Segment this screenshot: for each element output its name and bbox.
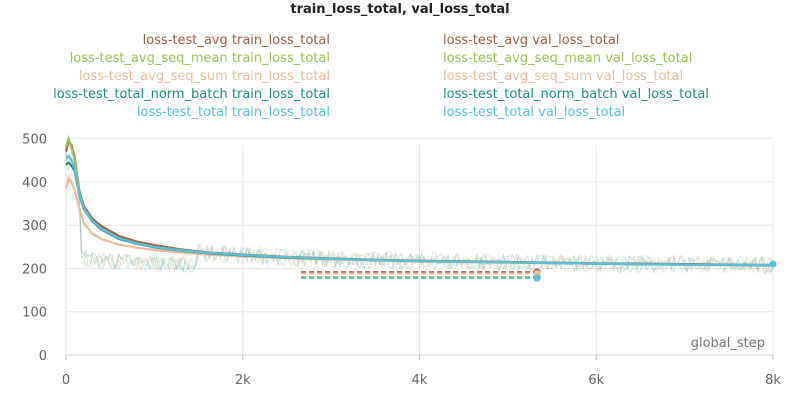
- chart-title: train_loss_total, val_loss_total: [290, 2, 509, 17]
- raw-trace-loss-test-total-train-loss-total: [65, 148, 774, 275]
- y-tick-label: 400: [22, 176, 47, 191]
- legend-item-loss-test-total-val-loss-total: loss-test_total val_loss_total: [443, 105, 625, 120]
- x-tick-label: 8k: [765, 373, 781, 388]
- legend-item-loss-test-avg-seq-mean-val-loss-total: loss-test_avg_seq_mean val_loss_total: [443, 51, 692, 66]
- x-tick-label: 6k: [588, 373, 604, 388]
- raw-trace-loss-test-avg-seq-mean-train-loss-total: [65, 140, 774, 275]
- y-tick-label: 300: [22, 219, 47, 234]
- legend-item-loss-test-total-train-loss-total: loss-test_total train_loss_total: [137, 105, 330, 120]
- y-tick-label: 100: [22, 306, 47, 321]
- legend-item-loss-test-total-norm-batch-train-loss-total: loss-test_total_norm_batch train_loss_to…: [53, 87, 330, 102]
- val-point-loss-test-total-val-loss-total: [769, 260, 777, 268]
- line-loss-test-total-train-loss-total: [65, 154, 774, 267]
- series-lines: [64, 134, 777, 282]
- legend-item-loss-test-avg-val-loss-total: loss-test_avg val_loss_total: [443, 33, 619, 48]
- grid: 0 100 200 300 400 500: [22, 133, 774, 364]
- legend-item-loss-test-avg-seq-sum-val-loss-total: loss-test_avg_seq_sum val_loss_total: [443, 69, 683, 84]
- x-axis-label: global_step: [691, 336, 765, 351]
- legend-item-loss-test-avg-seq-mean-train-loss-total: loss-test_avg_seq_mean train_loss_total: [70, 51, 330, 66]
- legend-item-loss-test-avg-train-loss-total: loss-test_avg train_loss_total: [143, 33, 330, 48]
- y-tick-label: 500: [22, 133, 47, 148]
- axes: 0 2k 4k 6k 8k: [62, 140, 781, 388]
- legend-item-loss-test-total-norm-batch-val-loss-total: loss-test_total_norm_batch val_loss_tota…: [443, 87, 709, 102]
- y-tick-label: 200: [22, 262, 47, 277]
- legend-item-loss-test-avg-seq-sum-train-loss-total: loss-test_avg_seq_sum train_loss_total: [79, 69, 330, 84]
- raw-trace-loss-test-avg-seq-sum-train-loss-total: [65, 173, 774, 275]
- y-tick-label: 0: [39, 349, 47, 364]
- x-tick-label: 0: [62, 373, 70, 388]
- x-tick-label: 4k: [412, 373, 428, 388]
- x-tick-label: 2k: [235, 373, 251, 388]
- legend: loss-test_avg train_loss_total loss-test_…: [53, 33, 709, 120]
- val-point-loss-test-total-val-loss-total: [533, 274, 541, 282]
